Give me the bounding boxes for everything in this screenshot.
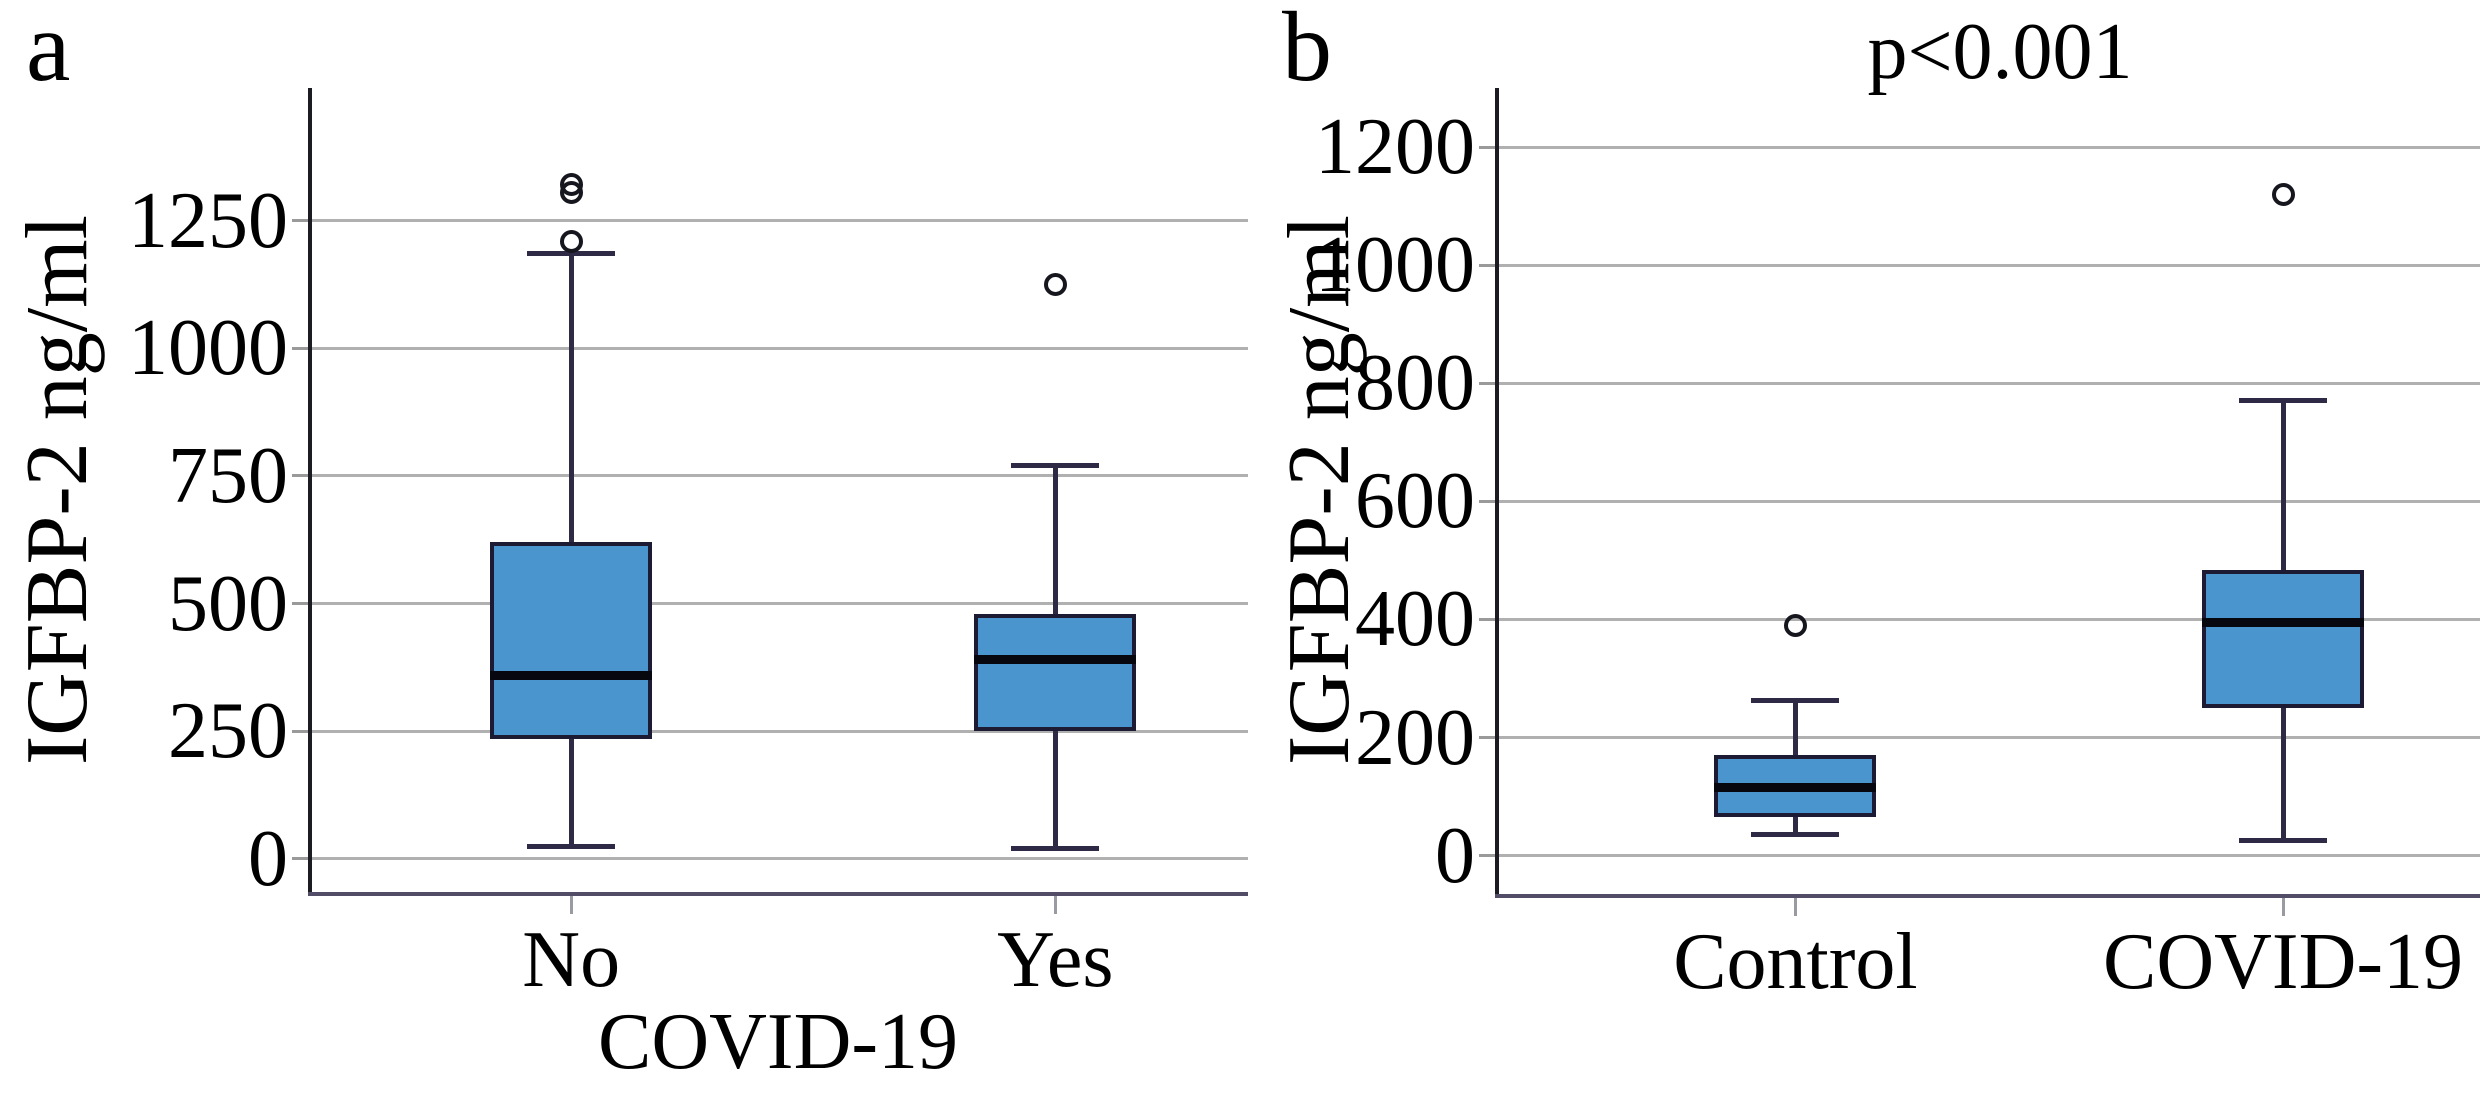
panel-a-x-axis-label: COVID-19 bbox=[598, 998, 958, 1086]
median-line-Control bbox=[1714, 783, 1877, 793]
x-axis-spine bbox=[1495, 894, 2480, 898]
gridline-800 bbox=[1495, 381, 2480, 385]
y-tick-0 bbox=[1479, 854, 1495, 858]
x-tick-COVID-19 bbox=[2281, 898, 2285, 916]
gridline-400 bbox=[1495, 617, 2480, 621]
median-line-Yes bbox=[974, 655, 1137, 665]
y-tick-1000 bbox=[292, 346, 308, 350]
median-line-No bbox=[490, 670, 653, 680]
x-category-label-No: No bbox=[522, 916, 621, 1004]
x-tick-No bbox=[569, 896, 573, 914]
whisker-cap-high-COVID-19 bbox=[2239, 398, 2327, 404]
y-tick-600 bbox=[1479, 499, 1495, 503]
whisker-cap-high-No bbox=[527, 251, 616, 257]
whisker-cap-high-Yes bbox=[1011, 463, 1100, 469]
gridline-0 bbox=[1495, 854, 2480, 858]
y-tick-1200 bbox=[1479, 145, 1495, 149]
x-category-label-Yes: Yes bbox=[997, 916, 1114, 1004]
y-tick-label-1200: 1200 bbox=[1315, 103, 1475, 192]
whisker-cap-high-Control bbox=[1751, 698, 1840, 704]
y-tick-label-1250: 1250 bbox=[128, 176, 288, 265]
gridline-1000 bbox=[308, 346, 1248, 350]
whisker-cap-low-No bbox=[527, 843, 616, 849]
panel-b-letter: b bbox=[1282, 0, 1332, 102]
whisker-cap-low-Control bbox=[1751, 832, 1840, 838]
y-tick-1000 bbox=[1479, 263, 1495, 267]
outlier-COVID-19-0 bbox=[2271, 182, 2295, 206]
y-axis-spine bbox=[308, 88, 312, 896]
y-tick-label-0: 0 bbox=[248, 814, 288, 903]
gridline-200 bbox=[1495, 736, 2480, 740]
y-tick-200 bbox=[1479, 736, 1495, 740]
x-axis-spine bbox=[308, 892, 1248, 896]
gridline-250 bbox=[308, 729, 1248, 733]
y-tick-1250 bbox=[292, 219, 308, 223]
y-tick-800 bbox=[1479, 381, 1495, 385]
y-tick-400 bbox=[1479, 617, 1495, 621]
gridline-0 bbox=[308, 857, 1248, 861]
x-tick-Yes bbox=[1053, 896, 1057, 914]
y-tick-label-1000: 1000 bbox=[128, 304, 288, 393]
gridline-1000 bbox=[1495, 263, 2480, 267]
x-tick-Control bbox=[1793, 898, 1797, 916]
panel-a-letter: a bbox=[26, 0, 71, 102]
y-tick-500 bbox=[292, 602, 308, 606]
gridline-600 bbox=[1495, 499, 2480, 503]
y-tick-label-250: 250 bbox=[168, 687, 288, 776]
panel-b-title: p<0.001 bbox=[1867, 8, 2133, 96]
y-tick-label-1000: 1000 bbox=[1315, 221, 1475, 310]
y-tick-label-0: 0 bbox=[1435, 811, 1475, 900]
gridline-1200 bbox=[1495, 145, 2480, 149]
gridline-750 bbox=[308, 474, 1248, 478]
y-tick-label-400: 400 bbox=[1355, 575, 1475, 664]
whisker-cap-low-COVID-19 bbox=[2239, 838, 2327, 844]
y-tick-label-200: 200 bbox=[1355, 693, 1475, 782]
y-tick-0 bbox=[292, 857, 308, 861]
x-category-label-Control: Control bbox=[1673, 918, 1918, 1006]
y-axis-spine bbox=[1495, 88, 1499, 898]
box-Yes bbox=[974, 613, 1137, 732]
y-tick-750 bbox=[292, 474, 308, 478]
gridline-1250 bbox=[308, 219, 1248, 223]
y-tick-label-600: 600 bbox=[1355, 457, 1475, 546]
outlier-Yes-0 bbox=[1043, 273, 1067, 297]
outlier-No-0 bbox=[559, 229, 583, 253]
box-No bbox=[490, 542, 653, 739]
whisker-cap-low-Yes bbox=[1011, 846, 1100, 852]
y-tick-label-500: 500 bbox=[168, 559, 288, 648]
x-category-label-COVID-19: COVID-19 bbox=[2103, 918, 2463, 1006]
gridline-500 bbox=[308, 602, 1248, 606]
outlier-No-2 bbox=[559, 173, 583, 197]
box-COVID-19 bbox=[2202, 570, 2364, 708]
y-tick-250 bbox=[292, 729, 308, 733]
outlier-Control-0 bbox=[1783, 613, 1807, 637]
median-line-COVID-19 bbox=[2202, 617, 2364, 627]
y-tick-label-800: 800 bbox=[1355, 339, 1475, 428]
y-tick-label-750: 750 bbox=[168, 431, 288, 520]
